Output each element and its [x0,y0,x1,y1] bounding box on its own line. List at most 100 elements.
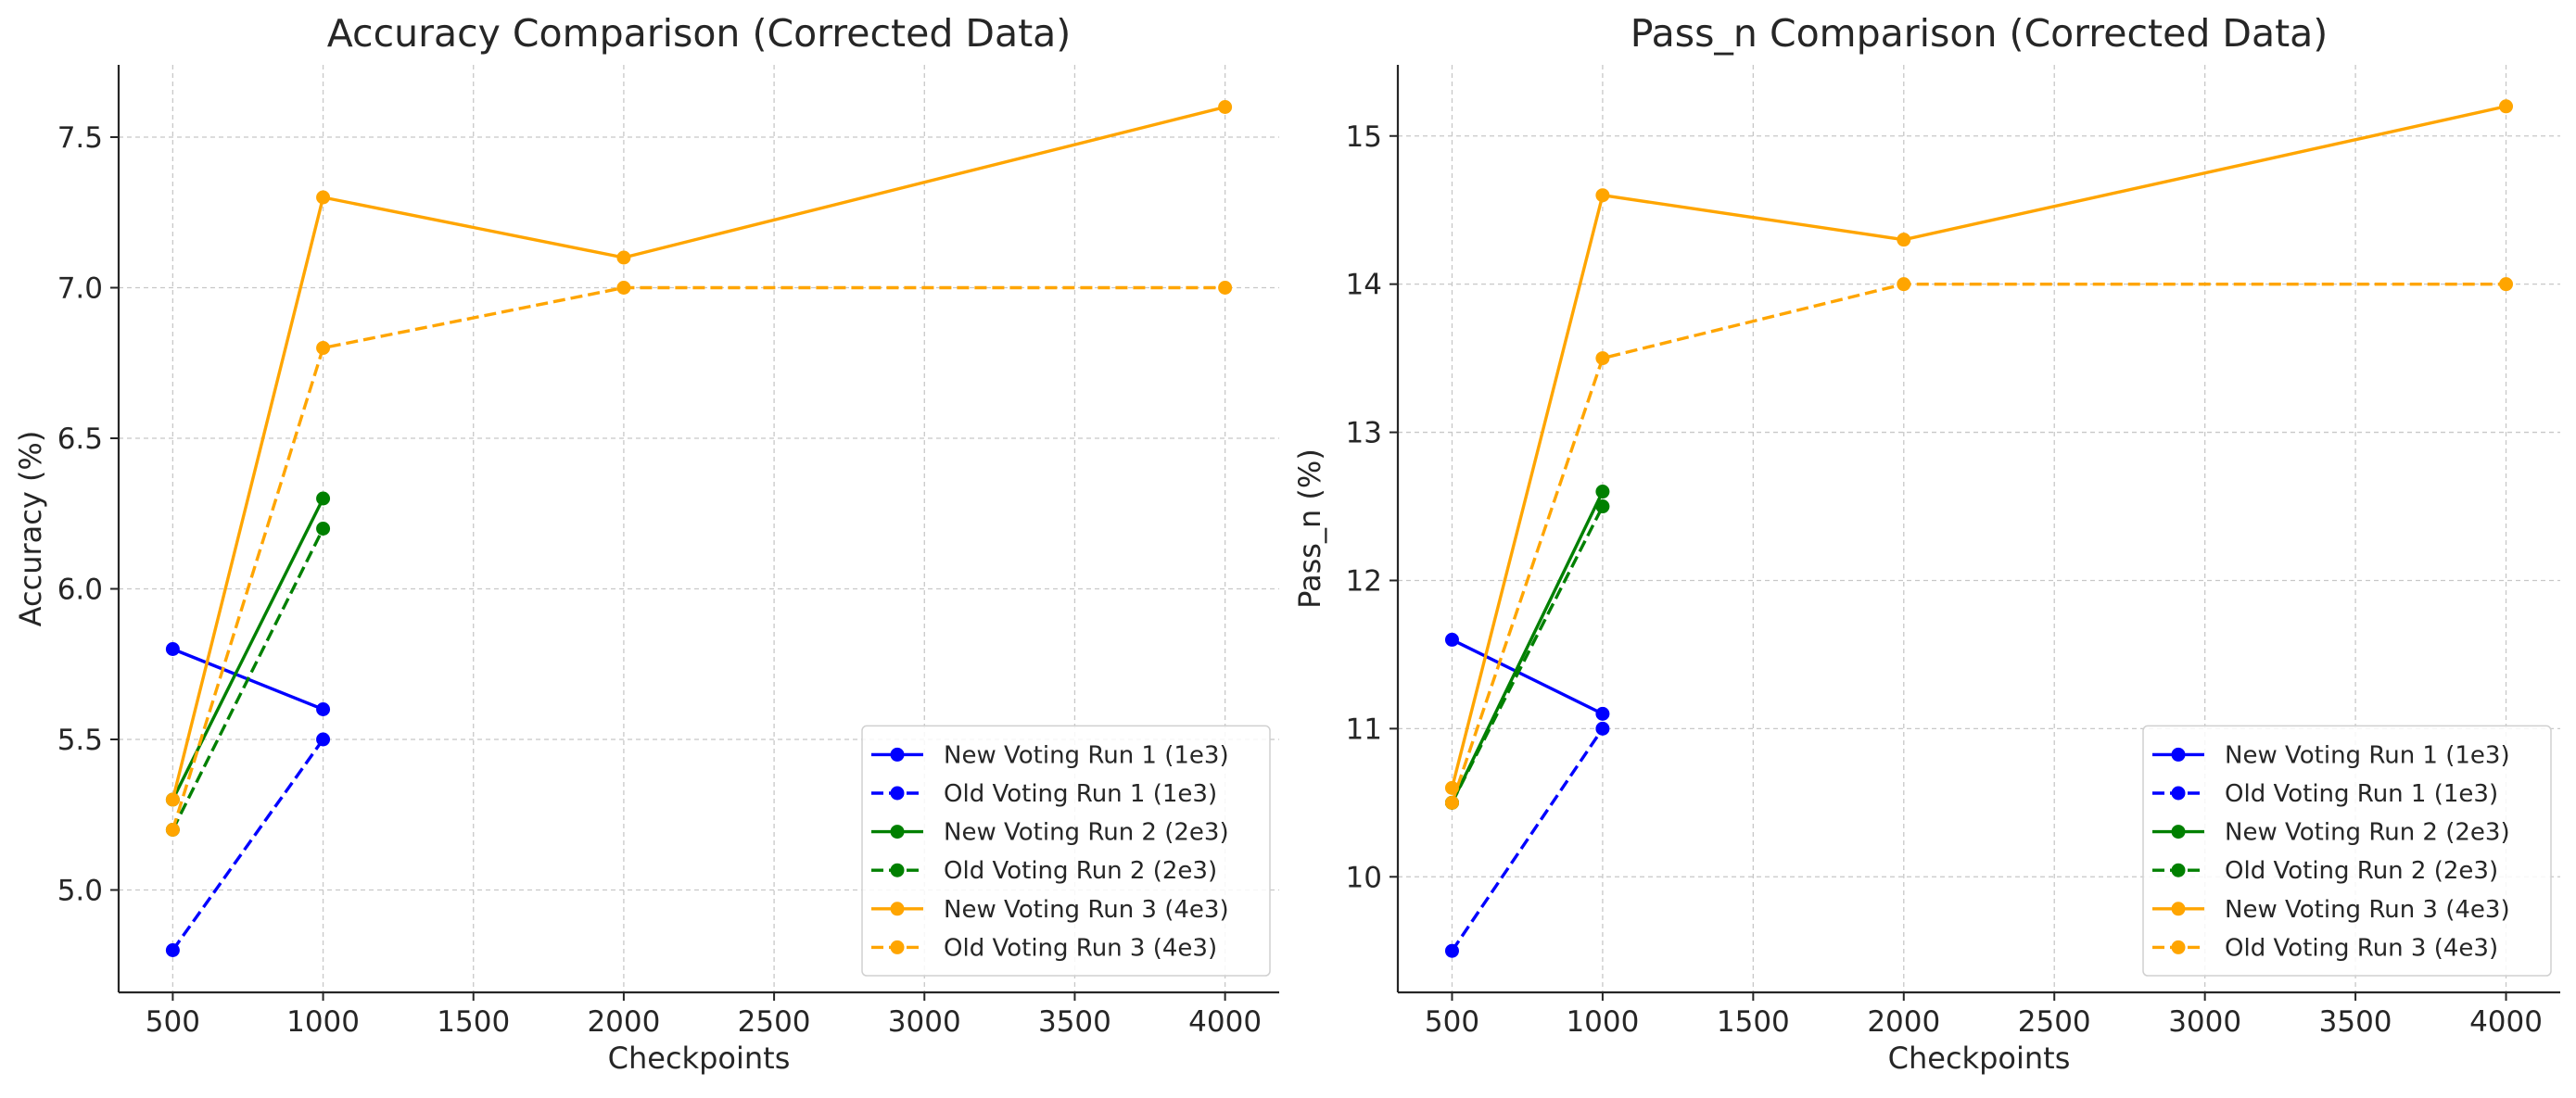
legend-box [2142,725,2552,977]
legend-label: Old Voting Run 1 (1e3) [944,780,1217,808]
series-6 [165,281,1233,837]
legend-label: Old Voting Run 3 (4e3) [2225,934,2498,962]
y-axis-label: Pass_n (%) [1292,448,1327,609]
x-tick-label: 3000 [2168,1005,2241,1039]
chart-title: Accuracy Comparison (Corrected Data) [327,11,1072,56]
legend-marker [2171,863,2186,877]
data-point [1595,485,1610,499]
x-tick-label: 2500 [738,1005,811,1039]
series-line [171,527,325,831]
y-tick-label: 13 [1346,417,1382,450]
legend-marker [890,825,905,839]
data-point [2499,277,2514,292]
legend-marker [2171,902,2186,916]
y-tick-label: 7.5 [57,121,103,155]
y-tick-label: 5.0 [57,875,103,908]
data-point [316,522,331,536]
series-line [1450,490,1605,804]
series-2 [1444,721,1610,958]
legend-label: New Voting Run 2 (2e3) [944,819,1229,847]
series-2 [165,732,331,957]
data-point [165,823,180,837]
y-tick-label: 11 [1346,713,1382,746]
legend-label: Old Voting Run 3 (4e3) [944,934,1217,962]
data-point [316,491,331,506]
series-line [1451,637,1604,715]
y-tick-label: 12 [1346,564,1382,598]
data-point [1444,795,1459,810]
data-point [316,702,331,716]
y-axis-label: Accuracy (%) [13,431,48,627]
x-tick-label: 3000 [888,1005,961,1039]
legend-marker [890,902,905,916]
data-point [165,642,180,656]
series-line [1450,282,2506,803]
data-point [616,250,631,265]
chart-panel-2: 500 1000 1500 2000 2500 3000 3500 4000 10 11 12 13 1… [1292,11,2560,1076]
series-line [171,738,324,952]
legend-marker [890,747,905,762]
series-4 [165,522,331,837]
y-tick-label: 15 [1346,120,1382,154]
data-point [616,281,631,295]
data-point [316,732,331,747]
legend-label: New Voting Run 1 (1e3) [944,741,1229,769]
series-line [171,498,325,801]
legend-marker [890,786,905,801]
legend-marker [2171,940,2186,954]
series-line [1451,727,1605,953]
data-point [165,943,180,957]
data-point [1595,351,1610,366]
legend-label: Old Voting Run 1 (1e3) [2225,780,2498,808]
legend-label: New Voting Run 3 (4e3) [944,896,1229,924]
series-line [171,105,1226,801]
y-tick-label: 5.5 [57,724,103,757]
data-point [1218,100,1233,114]
series-5 [1444,99,2514,795]
legend-label: New Voting Run 3 (4e3) [2225,896,2510,924]
x-tick-label: 1000 [286,1005,360,1039]
data-point [1595,706,1610,721]
y-tick-label: 6.0 [57,574,103,607]
series-3 [165,491,331,807]
series-line [1450,505,1605,804]
data-point [1218,281,1233,295]
x-tick-label: 3500 [1038,1005,1111,1039]
series-5 [165,100,1233,807]
legend: New Voting Run 1 (1e3) Old Voting Run 1 (… [861,725,1271,977]
data-point [1897,233,1911,247]
x-tick-label: 500 [1425,1005,1479,1039]
data-point [316,341,331,355]
legend: New Voting Run 1 (1e3) Old Voting Run 1 (… [2142,725,2552,977]
y-tick-label: 10 [1346,861,1382,894]
data-point [2499,99,2514,114]
y-tick-label: 6.5 [57,423,103,456]
data-point [1897,277,1911,292]
x-tick-label: 500 [146,1005,200,1039]
series-line [1450,105,2506,789]
legend-marker [890,940,905,954]
series-1 [1444,632,1610,721]
y-tick-label: 7.0 [57,272,103,306]
series-6 [1444,277,2514,810]
legend-label: Old Voting Run 2 (2e3) [2225,857,2498,885]
legend-box [861,725,1271,977]
data-point [316,190,331,205]
legend-label: New Voting Run 2 (2e3) [2225,819,2510,847]
x-tick-label: 2000 [587,1005,660,1039]
x-tick-label: 1500 [1717,1005,1790,1039]
x-tick-label: 4000 [1188,1005,1262,1039]
x-tick-label: 1000 [1566,1005,1639,1039]
legend-marker [890,863,905,877]
x-tick-label: 2500 [2018,1005,2091,1039]
legend-label: Old Voting Run 2 (2e3) [944,857,1217,885]
y-tick-label: 14 [1346,269,1382,302]
data-point [1444,943,1459,958]
data-point [165,792,180,807]
data-point [1595,188,1610,203]
data-point [1595,721,1610,736]
series-line [171,285,1225,831]
x-tick-label: 2000 [1867,1005,1940,1039]
